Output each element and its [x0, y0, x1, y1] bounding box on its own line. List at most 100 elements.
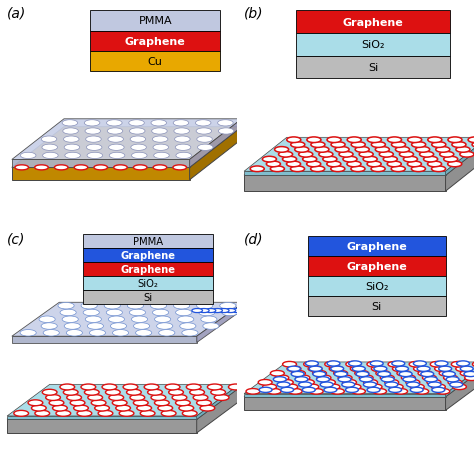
Ellipse shape — [335, 147, 349, 153]
Ellipse shape — [392, 143, 406, 148]
Text: SiO₂: SiO₂ — [362, 40, 385, 50]
Ellipse shape — [214, 395, 229, 400]
Ellipse shape — [199, 309, 209, 313]
Ellipse shape — [367, 362, 381, 367]
Ellipse shape — [407, 162, 421, 167]
Ellipse shape — [348, 361, 362, 366]
Ellipse shape — [376, 371, 390, 376]
Polygon shape — [446, 142, 474, 192]
Bar — [90, 52, 220, 72]
Ellipse shape — [65, 153, 81, 159]
Ellipse shape — [439, 366, 452, 372]
Ellipse shape — [58, 303, 74, 309]
Ellipse shape — [367, 162, 381, 167]
Ellipse shape — [112, 400, 127, 406]
Ellipse shape — [232, 309, 242, 313]
Ellipse shape — [180, 323, 196, 330]
Text: (a): (a) — [7, 7, 27, 21]
Ellipse shape — [436, 389, 450, 394]
Ellipse shape — [451, 362, 465, 367]
Ellipse shape — [144, 384, 159, 390]
Ellipse shape — [411, 143, 426, 148]
Ellipse shape — [442, 372, 456, 377]
Ellipse shape — [363, 157, 377, 162]
Ellipse shape — [274, 147, 289, 153]
Ellipse shape — [374, 366, 387, 372]
Ellipse shape — [428, 138, 442, 143]
Ellipse shape — [156, 323, 173, 330]
Ellipse shape — [305, 361, 319, 366]
Ellipse shape — [359, 375, 373, 381]
Ellipse shape — [81, 384, 96, 390]
Ellipse shape — [114, 166, 128, 170]
Ellipse shape — [295, 377, 308, 382]
Bar — [90, 11, 220, 32]
Ellipse shape — [417, 366, 430, 372]
Ellipse shape — [129, 120, 144, 127]
Text: (c): (c) — [7, 232, 26, 246]
Text: Si: Si — [368, 63, 378, 73]
Ellipse shape — [403, 377, 416, 382]
Ellipse shape — [273, 377, 286, 382]
Ellipse shape — [153, 145, 169, 151]
Ellipse shape — [43, 330, 59, 336]
Ellipse shape — [372, 366, 385, 372]
Ellipse shape — [317, 375, 331, 381]
Ellipse shape — [299, 382, 311, 387]
Ellipse shape — [200, 405, 215, 411]
Ellipse shape — [20, 153, 36, 159]
Ellipse shape — [203, 323, 219, 330]
Ellipse shape — [288, 389, 302, 394]
Bar — [296, 34, 450, 56]
Ellipse shape — [392, 361, 405, 366]
Ellipse shape — [41, 137, 57, 143]
Ellipse shape — [137, 405, 152, 411]
Ellipse shape — [315, 147, 329, 153]
Polygon shape — [190, 120, 242, 168]
Ellipse shape — [407, 382, 419, 387]
Ellipse shape — [368, 384, 382, 390]
Ellipse shape — [201, 316, 217, 323]
Ellipse shape — [174, 129, 190, 135]
Ellipse shape — [85, 316, 101, 323]
Polygon shape — [7, 388, 239, 419]
Ellipse shape — [375, 147, 389, 153]
Ellipse shape — [468, 138, 474, 143]
Ellipse shape — [131, 145, 146, 151]
Ellipse shape — [263, 157, 276, 162]
Bar — [83, 276, 213, 290]
Ellipse shape — [286, 162, 301, 167]
Ellipse shape — [175, 309, 192, 316]
Ellipse shape — [414, 366, 428, 372]
Ellipse shape — [446, 377, 459, 382]
Ellipse shape — [199, 309, 215, 316]
Ellipse shape — [304, 362, 318, 367]
Ellipse shape — [275, 375, 289, 381]
Ellipse shape — [465, 375, 474, 381]
Ellipse shape — [383, 157, 397, 162]
Ellipse shape — [205, 309, 216, 313]
Ellipse shape — [81, 303, 97, 309]
Ellipse shape — [409, 362, 423, 367]
Ellipse shape — [326, 384, 340, 390]
Text: Cu: Cu — [148, 57, 163, 67]
Bar — [90, 32, 220, 52]
Ellipse shape — [211, 389, 226, 396]
Ellipse shape — [152, 129, 167, 135]
Ellipse shape — [331, 166, 345, 172]
Ellipse shape — [219, 309, 229, 313]
Ellipse shape — [351, 143, 365, 148]
Polygon shape — [12, 127, 242, 168]
Ellipse shape — [178, 316, 194, 323]
Polygon shape — [244, 362, 474, 394]
Ellipse shape — [415, 389, 428, 394]
Text: PMMA: PMMA — [133, 236, 163, 247]
Ellipse shape — [258, 380, 272, 385]
Ellipse shape — [87, 153, 102, 159]
Ellipse shape — [62, 316, 78, 323]
Ellipse shape — [158, 405, 173, 411]
Ellipse shape — [169, 389, 183, 396]
Ellipse shape — [428, 382, 441, 387]
Ellipse shape — [324, 387, 337, 392]
Ellipse shape — [296, 375, 310, 381]
